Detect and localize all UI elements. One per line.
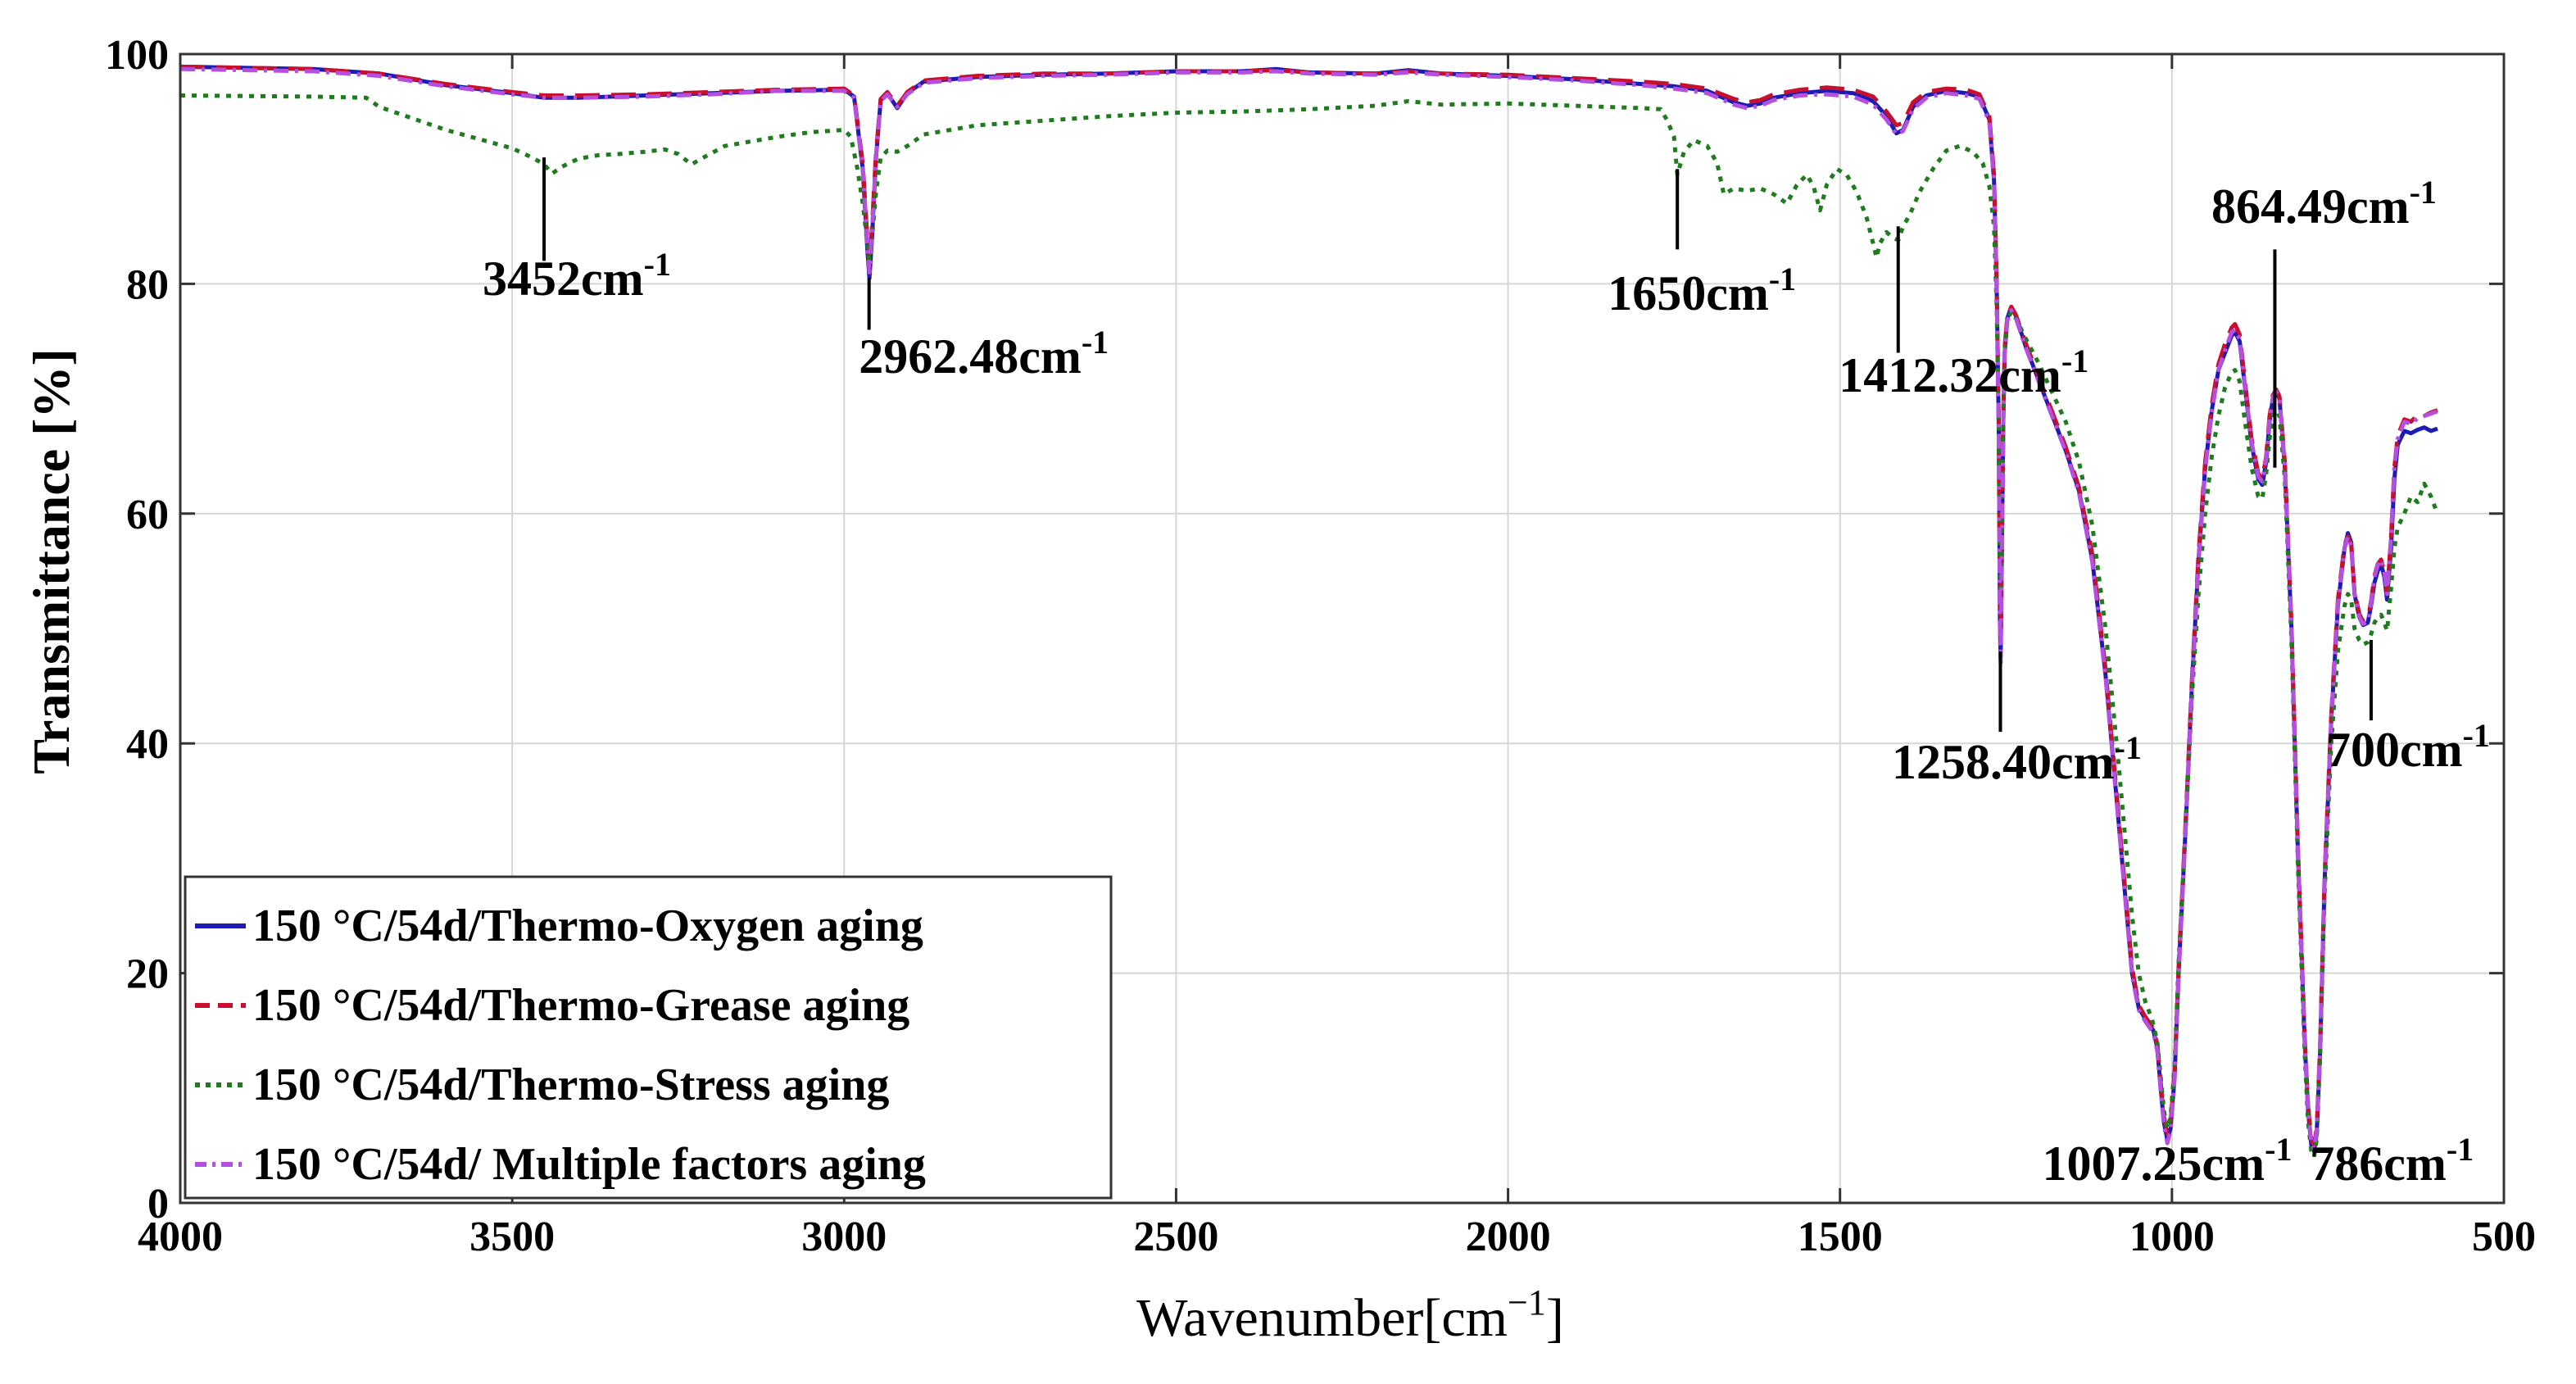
legend-label: 150 °C/54d/Thermo-Grease aging	[252, 980, 909, 1031]
series-group	[179, 64, 2440, 1159]
annotation-label: 700cm-1	[2326, 717, 2490, 777]
y-tick-label: 60	[126, 492, 169, 538]
annotation-label: 1007.25cm-1	[2043, 1131, 2293, 1191]
legend-label: 150 °C/54d/ Multiple factors aging	[252, 1139, 926, 1190]
x-tick-label: 4000	[138, 1214, 223, 1260]
x-axis-label-close: ]	[1546, 1288, 1564, 1348]
legend: 150 °C/54d/Thermo-Oxygen aging 150 °C/54d…	[184, 875, 1113, 1200]
legend-box	[184, 875, 1113, 1200]
annotations: 3452cm-1 2962.48cm-1 1650cm-1 1412.32cm-1 12…	[483, 157, 2490, 1191]
legend-label: 150 °C/54d/Thermo-Oxygen aging	[252, 901, 923, 951]
x-axis-label-main: Wavenumber[cm	[1136, 1288, 1508, 1348]
x-tick-label: 3000	[801, 1214, 887, 1260]
y-tick-label: 0	[147, 1181, 169, 1227]
annotation-label: 1258.40cm-1	[1892, 729, 2142, 789]
x-tick-label: 2500	[1133, 1214, 1218, 1260]
y-tick-label: 100	[105, 32, 169, 79]
x-tick-label: 2000	[1466, 1214, 1551, 1260]
annotation-label: 1650cm-1	[1608, 261, 1796, 320]
grid	[180, 54, 2504, 1203]
annotation-label: 3452cm-1	[483, 246, 671, 306]
annotation-label: 1412.32cm-1	[1839, 343, 2088, 402]
x-tick-label: 1500	[1798, 1214, 1883, 1260]
series-line-3	[179, 93, 2440, 1159]
x-tick-label: 1000	[2129, 1214, 2215, 1260]
annotation-label: 786cm-1	[2310, 1131, 2474, 1191]
axis-ticks: 4000 3500 3000 2500 2000 1500 1000 500 0 20 40 60 80…	[105, 32, 2536, 1260]
y-tick-label: 20	[126, 951, 169, 998]
x-axis-label-sup: −1	[1508, 1282, 1546, 1323]
annotation-label: 2962.48cm-1	[859, 324, 1109, 383]
y-axis-label: Transmittance [%]	[22, 348, 80, 774]
series-line-4	[179, 66, 2438, 1151]
y-tick-label: 40	[126, 721, 169, 768]
plot-frame	[179, 52, 2506, 1205]
x-tick-label: 500	[2472, 1214, 2536, 1260]
legend-label: 150 °C/54d/Thermo-Stress aging	[252, 1060, 889, 1110]
x-axis-label: Wavenumber[cm−1]	[1136, 1282, 1564, 1348]
y-tick-label: 80	[126, 261, 169, 308]
annotation-label: 864.49cm-1	[2211, 174, 2437, 234]
x-tick-label: 3500	[469, 1214, 555, 1260]
